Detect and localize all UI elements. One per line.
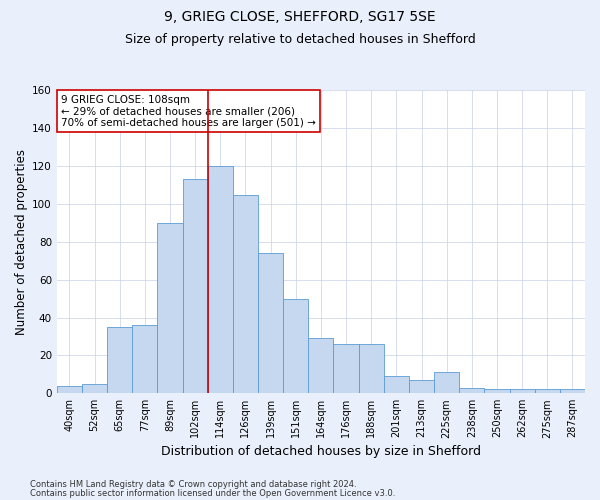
Bar (182, 180, 208, 393)
Bar (359, 344, 384, 393)
Text: Contains HM Land Registry data © Crown copyright and database right 2024.: Contains HM Land Registry data © Crown c… (30, 480, 356, 489)
Text: 9, GRIEG CLOSE, SHEFFORD, SG17 5SE: 9, GRIEG CLOSE, SHEFFORD, SG17 5SE (164, 10, 436, 24)
Bar (57, 386, 82, 393)
Bar (409, 380, 434, 393)
Bar (157, 223, 182, 393)
Text: Size of property relative to detached houses in Shefford: Size of property relative to detached ho… (125, 32, 475, 46)
Text: 9 GRIEG CLOSE: 108sqm
← 29% of detached houses are smaller (206)
70% of semi-det: 9 GRIEG CLOSE: 108sqm ← 29% of detached … (61, 94, 316, 128)
Bar (283, 298, 308, 393)
Bar (308, 338, 334, 393)
Y-axis label: Number of detached properties: Number of detached properties (15, 149, 28, 335)
Bar (258, 253, 283, 393)
X-axis label: Distribution of detached houses by size in Shefford: Distribution of detached houses by size … (161, 444, 481, 458)
Bar (509, 390, 535, 393)
Bar (233, 194, 258, 393)
Text: Contains public sector information licensed under the Open Government Licence v3: Contains public sector information licen… (30, 488, 395, 498)
Bar (535, 390, 560, 393)
Bar (208, 166, 233, 393)
Bar (82, 384, 107, 393)
Bar (459, 388, 484, 393)
Bar (384, 376, 409, 393)
Bar (132, 325, 157, 393)
Bar (434, 372, 459, 393)
Bar (560, 390, 585, 393)
Bar (484, 390, 509, 393)
Bar (334, 344, 359, 393)
Bar (107, 327, 132, 393)
